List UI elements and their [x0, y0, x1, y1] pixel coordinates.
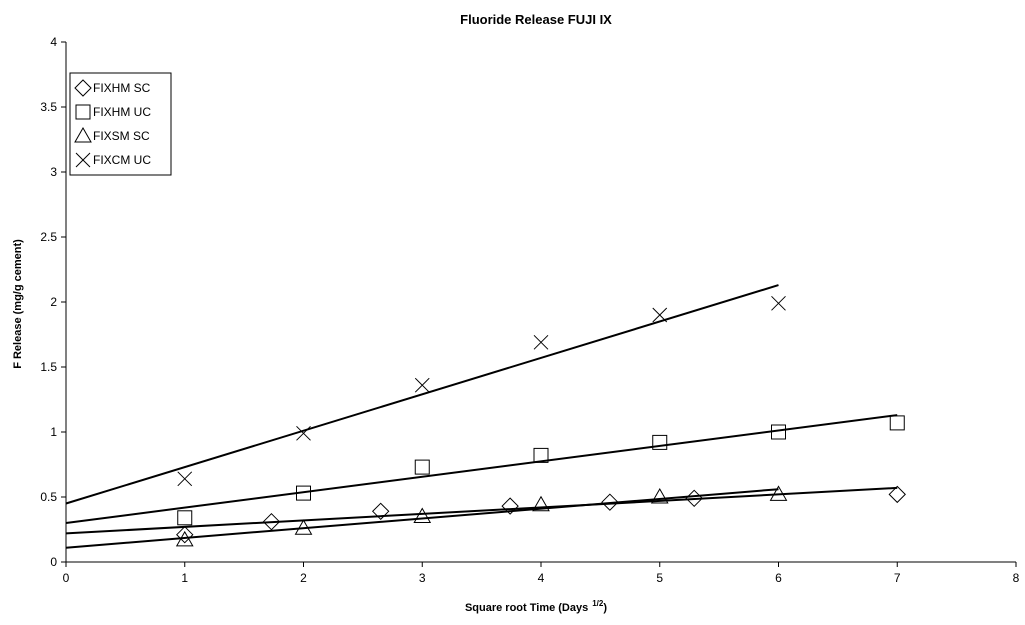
legend-label-fixhm-sc: FIXHM SC [93, 81, 151, 95]
data-point-fixhm-sc [601, 493, 619, 511]
cross-stroke [414, 377, 430, 393]
legend-label-fixcm-uc: FIXCM UC [93, 153, 151, 167]
data-point-fixcm-uc [296, 425, 311, 441]
cross-stroke [533, 334, 549, 350]
legend-marker-fixhm-uc [75, 104, 91, 120]
y-tick-label: 3.5 [40, 100, 57, 114]
legend-label-fixsm-sc: FIXSM SC [93, 129, 150, 143]
cross-stroke [177, 471, 193, 487]
x-tick-label: 7 [894, 571, 901, 585]
trendline-fixhm-uc [65, 414, 898, 524]
y-axis-label: F Release (mg/g cement) [12, 239, 24, 369]
data-point-fixhm-sc [176, 525, 194, 544]
data-point-fixsm-sc [294, 519, 313, 535]
y-tick-label: 3 [50, 165, 57, 179]
data-point-fixhm-sc [501, 497, 519, 515]
x-tick-label: 1 [181, 571, 188, 585]
y-tick-label: 2 [50, 295, 57, 309]
data-point-fixsm-sc [769, 485, 788, 501]
trendline-fixhm-sc [65, 486, 898, 535]
chart-title: Fluoride Release FUJI IX [460, 12, 612, 27]
data-point-fixhm-uc [414, 459, 430, 475]
data-point-fixhm-uc [652, 434, 668, 450]
data-point-fixsm-sc [650, 487, 669, 504]
y-tick-label: 0 [50, 555, 57, 569]
data-point-fixsm-sc [532, 495, 550, 512]
data-point-fixhm-sc [888, 485, 906, 504]
data-point-fixhm-uc [296, 485, 311, 501]
x-tick-label: 6 [775, 571, 782, 585]
y-tick-label: 4 [50, 35, 57, 49]
data-point-fixhm-sc [262, 512, 281, 531]
data-point-fixhm-sc [371, 502, 390, 521]
data-point-fixhm-uc [771, 424, 786, 440]
x-axis-label-end: ) [603, 602, 607, 614]
cross-stroke [75, 152, 91, 168]
cross-stroke [296, 425, 311, 441]
legend-box [69, 72, 172, 176]
trendline-fixcm-uc [65, 284, 779, 505]
legend-marker-fixcm-uc [75, 152, 91, 168]
data-point-fixcm-uc [652, 307, 668, 323]
x-tick-label: 8 [1013, 571, 1020, 585]
cross-stroke [771, 295, 786, 311]
data-point-fixcm-uc [533, 334, 549, 350]
cross-stroke [652, 307, 668, 323]
x-tick-label: 0 [63, 571, 70, 585]
x-axis-label-main: Square root Time (Days [465, 602, 588, 614]
data-point-fixhm-uc [889, 415, 905, 431]
trendline-fixsm-sc [65, 488, 779, 549]
legend-marker-fixhm-sc [74, 79, 92, 97]
data-point-fixcm-uc [414, 377, 430, 393]
x-tick-label: 4 [538, 571, 545, 585]
x-tick-label: 5 [656, 571, 663, 585]
data-point-fixhm-uc [533, 447, 549, 463]
legend-label-fixhm-uc: FIXHM UC [93, 105, 151, 119]
data-point-fixcm-uc [771, 295, 786, 311]
data-point-fixsm-sc [175, 530, 194, 547]
data-point-fixcm-uc [177, 471, 193, 487]
legend: FIXHM SC FIXHM UC FIXSM SC FIXCM UC [69, 72, 172, 176]
data-point-fixhm-uc [177, 510, 193, 526]
y-tick-label: 1 [50, 425, 57, 439]
x-tick-label: 3 [419, 571, 426, 585]
y-tick-label: 1.5 [40, 360, 57, 374]
y-tick-label: 2.5 [40, 230, 57, 244]
legend-marker-fixsm-sc [74, 126, 92, 143]
x-axis-label: Square root Time (Days 1/2) [465, 599, 607, 614]
x-tick-label: 2 [300, 571, 307, 585]
x-axis-label-sup: 1/2 [592, 599, 604, 608]
y-tick-label: 0.5 [40, 490, 57, 504]
data-point-fixsm-sc [413, 507, 432, 523]
